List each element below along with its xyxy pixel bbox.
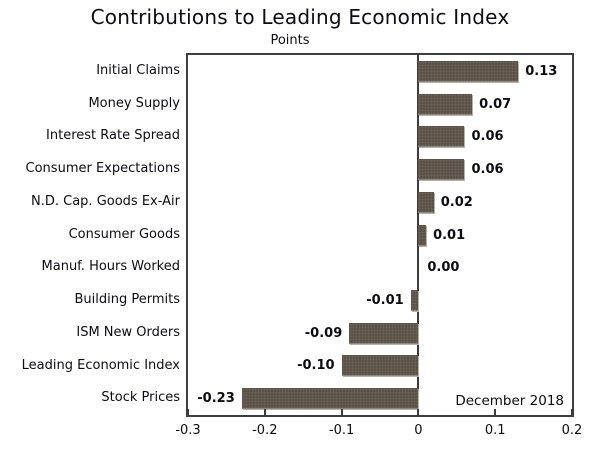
category-label: Building Permits	[74, 292, 180, 308]
x-tick	[417, 409, 420, 415]
chart-title: Contributions to Leading Economic Index	[90, 5, 510, 29]
category-label: Initial Claims	[96, 63, 180, 78]
bar	[341, 355, 419, 377]
category-label: Consumer Expectations	[25, 161, 180, 177]
x-tick-label: -0.3	[175, 423, 201, 438]
bar	[418, 93, 473, 115]
bar	[410, 289, 419, 311]
bar-value-label: 0.07	[479, 96, 512, 112]
x-tick	[340, 409, 343, 415]
x-tick	[494, 409, 497, 415]
category-label: Interest Rate Spread	[46, 128, 180, 144]
x-tick	[263, 409, 266, 415]
x-tick-label: 0	[414, 423, 423, 438]
category-label: Manuf. Hours Worked	[41, 259, 180, 275]
bar	[241, 388, 419, 410]
bar	[418, 191, 434, 213]
axis-unit-label: Points	[270, 33, 310, 48]
bar	[418, 126, 465, 148]
x-tick-label: -0.1	[328, 423, 355, 438]
bar	[349, 322, 419, 344]
plot-area: December 2018 0.13 0.07 0.06 0.06 0.02 0.01 0.…	[186, 53, 574, 417]
bar	[418, 159, 465, 181]
bar-value-label: 0.00	[427, 260, 460, 276]
bar	[418, 60, 519, 82]
bar-value-label: 0.13	[525, 63, 558, 79]
bar-value-label: -0.10	[297, 358, 335, 374]
x-tick-label: 0.1	[484, 423, 506, 438]
category-label: N.D. Cap. Goods Ex-Air	[31, 193, 180, 209]
bar-value-label: -0.09	[304, 325, 343, 341]
x-tick	[187, 409, 189, 415]
x-tick-label: 0.2	[561, 423, 583, 438]
bar-value-label: 0.06	[471, 129, 504, 145]
bar-value-label: 0.06	[471, 162, 504, 178]
category-label: Money Supply	[88, 95, 180, 111]
category-label: Leading Economic Index	[21, 357, 180, 373]
bar-value-label: 0.02	[440, 194, 473, 210]
bar-value-label: 0.01	[433, 227, 466, 243]
category-label: ISM New Orders	[76, 324, 180, 340]
x-tick-label: -0.2	[252, 423, 278, 438]
bar-value-label: -0.01	[366, 292, 404, 308]
bar-value-label: -0.23	[197, 391, 235, 407]
x-tick	[571, 409, 573, 415]
category-label: Consumer Goods	[68, 226, 180, 242]
bar	[418, 224, 427, 246]
date-annotation: December 2018	[455, 393, 564, 409]
category-label: Stock Prices	[101, 390, 180, 406]
